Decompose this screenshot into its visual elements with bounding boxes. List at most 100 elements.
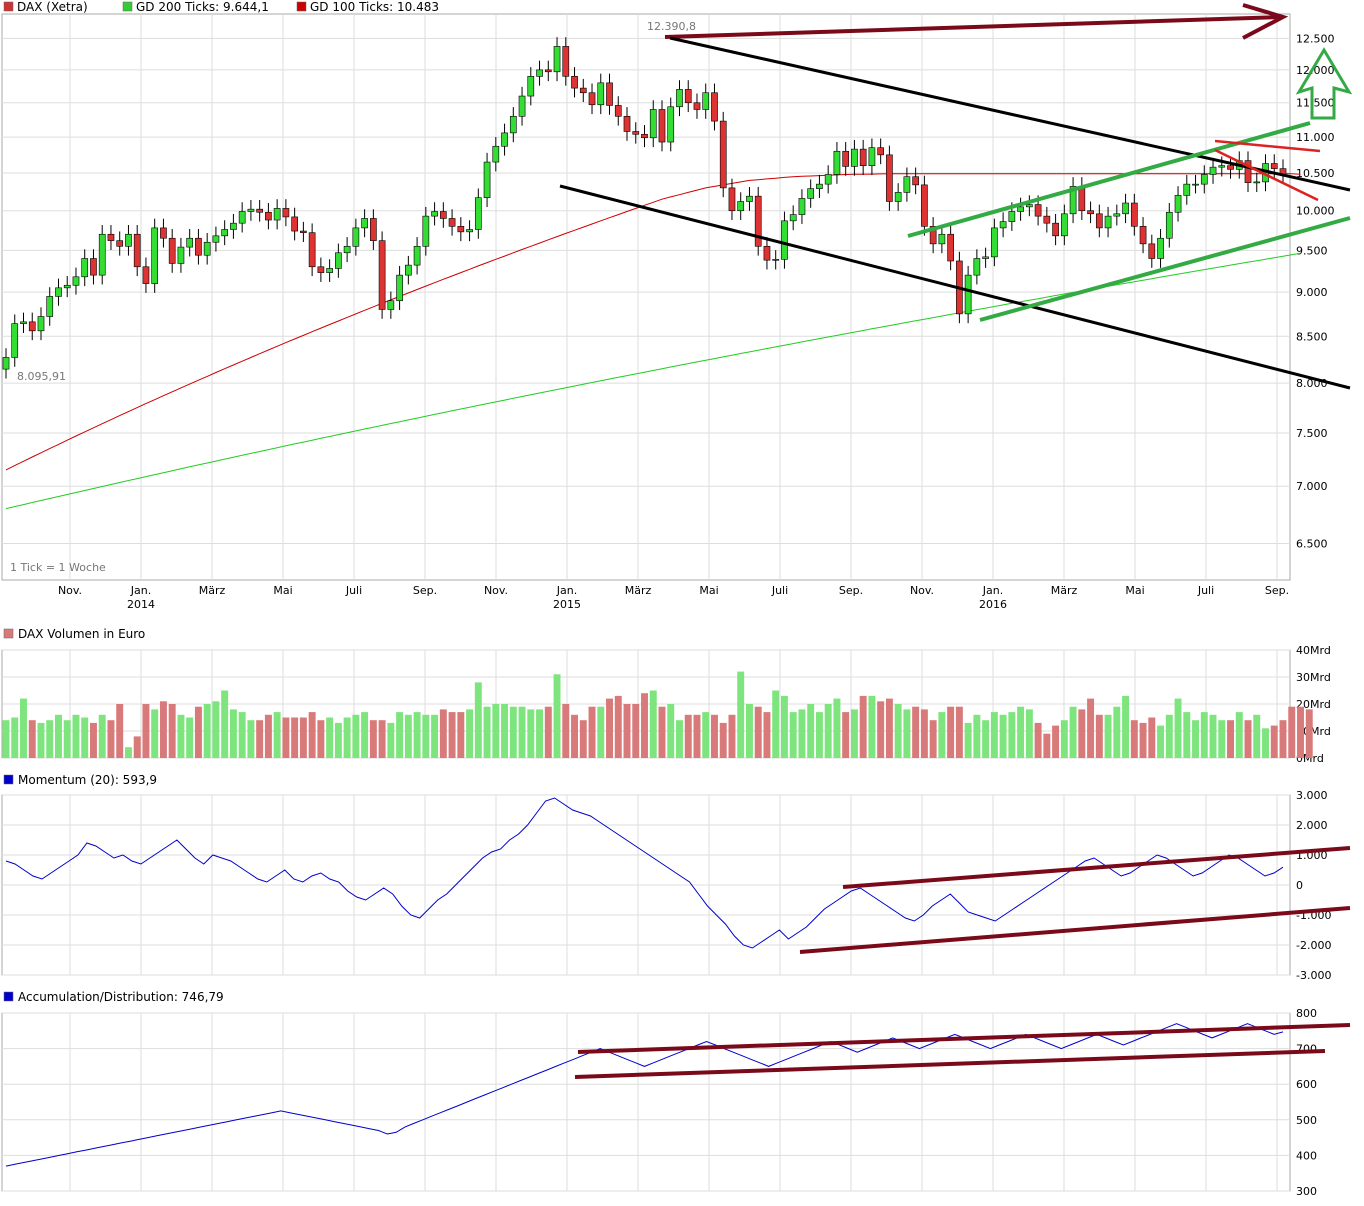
momentum-grid (2, 794, 1290, 976)
candle-body (562, 46, 570, 77)
candle (798, 189, 806, 224)
candle (781, 211, 788, 269)
candle (1253, 172, 1261, 192)
candle (352, 218, 360, 256)
volume-bar (168, 704, 176, 758)
volume-bar (1104, 714, 1112, 758)
trendline-red-2 (1214, 148, 1319, 202)
volume-bar (710, 714, 718, 758)
candle-body (789, 214, 797, 222)
candle-body (746, 195, 753, 202)
candle-body (1060, 213, 1068, 237)
candle-body (912, 176, 919, 186)
candle (72, 267, 80, 295)
candle (877, 138, 884, 165)
volume-bar (159, 701, 167, 758)
volume-panel: DAX Volumen in Euro 40Mrd 30Mrd 20Mrd 10Mrd… (1, 627, 1331, 765)
candle-body (851, 148, 858, 167)
volume-bar (361, 712, 369, 758)
candle (746, 186, 753, 211)
volume-bar (107, 720, 115, 758)
candle-body (929, 226, 937, 245)
candle (1209, 157, 1217, 184)
candle (168, 229, 176, 273)
volume-bar (623, 704, 631, 758)
candle (929, 217, 937, 254)
volume-bar (955, 706, 963, 758)
candle-body (1069, 186, 1077, 215)
price-y-tick: 9.500 (1296, 244, 1328, 257)
candle (991, 218, 998, 267)
candle (63, 276, 71, 298)
candle (11, 314, 19, 367)
price-y-tick: 8.500 (1296, 330, 1328, 343)
candle-body (1227, 165, 1234, 170)
candle (606, 73, 613, 115)
momentum-trendline-upper (842, 846, 1351, 889)
green-up-arrow (1295, 47, 1353, 120)
volume-bar (177, 714, 185, 758)
candle (439, 202, 447, 228)
candle (308, 223, 316, 277)
volume-bar (868, 695, 876, 758)
volume-bar (501, 704, 509, 758)
volume-bar (850, 709, 858, 758)
candle-body (553, 46, 561, 73)
ad-trendline-upper (577, 1023, 1351, 1054)
candle (282, 199, 290, 227)
trendline-black-upper (669, 36, 1351, 192)
volume-bar (1165, 714, 1173, 758)
candle-body (571, 76, 578, 89)
volume-bar (938, 712, 946, 758)
legend-volume: DAX Volumen in Euro (18, 627, 145, 641)
candle-body (11, 323, 19, 358)
candle (579, 78, 587, 103)
volume-bar (527, 709, 535, 758)
candle-body (614, 105, 622, 117)
volume-bar (1244, 720, 1252, 758)
price-x-tick: Juli (345, 584, 362, 597)
candle-body (387, 300, 395, 310)
volume-bar (264, 714, 272, 758)
candle-body (2, 357, 10, 370)
candle (536, 60, 543, 86)
candle (693, 93, 701, 119)
candle (982, 247, 989, 268)
volume-bar (431, 714, 439, 758)
candle-body (1052, 222, 1059, 237)
price-x-tick: Juli (1197, 584, 1214, 597)
candle (588, 83, 596, 115)
volume-bar (1034, 722, 1042, 758)
candle-body (203, 241, 211, 256)
candle-body (842, 150, 850, 167)
volume-bar (1253, 714, 1261, 758)
price-y-tick: 11.500 (1296, 97, 1335, 110)
volume-bar (973, 714, 981, 758)
candle (195, 229, 202, 265)
candle-body (308, 232, 316, 268)
candle (868, 138, 876, 176)
candle (20, 312, 27, 333)
candle (1244, 151, 1252, 192)
candle-body (676, 89, 683, 108)
candle (1017, 197, 1024, 221)
volume-bar (1043, 733, 1051, 758)
candle-body (886, 154, 893, 202)
candle (938, 225, 946, 254)
volume-bar (221, 690, 229, 758)
volume-bar (273, 712, 281, 758)
candle-body (527, 76, 535, 97)
candle-body (1113, 213, 1121, 217)
candle (133, 225, 141, 277)
candle-body (273, 208, 281, 221)
candle (378, 231, 386, 319)
candle (658, 100, 666, 152)
candle-body (719, 120, 727, 189)
price-x-tick: Sep. (413, 584, 437, 597)
volume-bar (632, 704, 640, 758)
price-x-year: 2015 (553, 598, 581, 611)
candle-body (999, 221, 1007, 229)
candle-body (256, 208, 263, 213)
volume-bar (929, 720, 937, 758)
